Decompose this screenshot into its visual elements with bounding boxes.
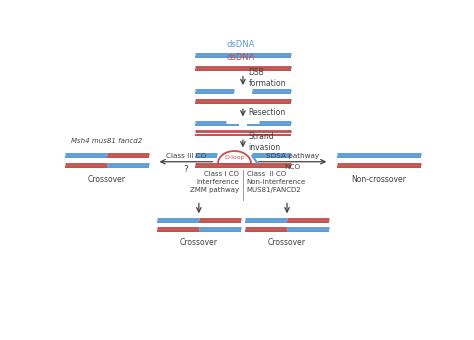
Text: Resection: Resection xyxy=(248,108,286,117)
Text: Msh4 mus81 fancd2: Msh4 mus81 fancd2 xyxy=(72,138,143,144)
Text: Strand
invasion: Strand invasion xyxy=(248,132,281,152)
Text: Crossover: Crossover xyxy=(180,238,218,247)
Text: Crossover: Crossover xyxy=(88,175,126,184)
Text: dsDNA: dsDNA xyxy=(227,40,255,49)
Text: dsDNA: dsDNA xyxy=(227,53,255,62)
Text: DSB
formation: DSB formation xyxy=(248,68,286,88)
Text: ?: ? xyxy=(183,166,188,174)
Text: NCO: NCO xyxy=(284,164,301,170)
Text: Crossover: Crossover xyxy=(268,238,306,247)
Text: D-loop: D-loop xyxy=(224,155,245,160)
Text: Class I CO
Interference
ZMM pathway: Class I CO Interference ZMM pathway xyxy=(190,171,239,193)
Text: Non-crossover: Non-crossover xyxy=(351,175,406,184)
Text: SDSA pathway: SDSA pathway xyxy=(266,153,319,158)
Text: Class  II CO
Non-interference
MUS81/FANCD2: Class II CO Non-interference MUS81/FANCD… xyxy=(246,171,306,193)
Text: Class III CO: Class III CO xyxy=(166,153,206,158)
